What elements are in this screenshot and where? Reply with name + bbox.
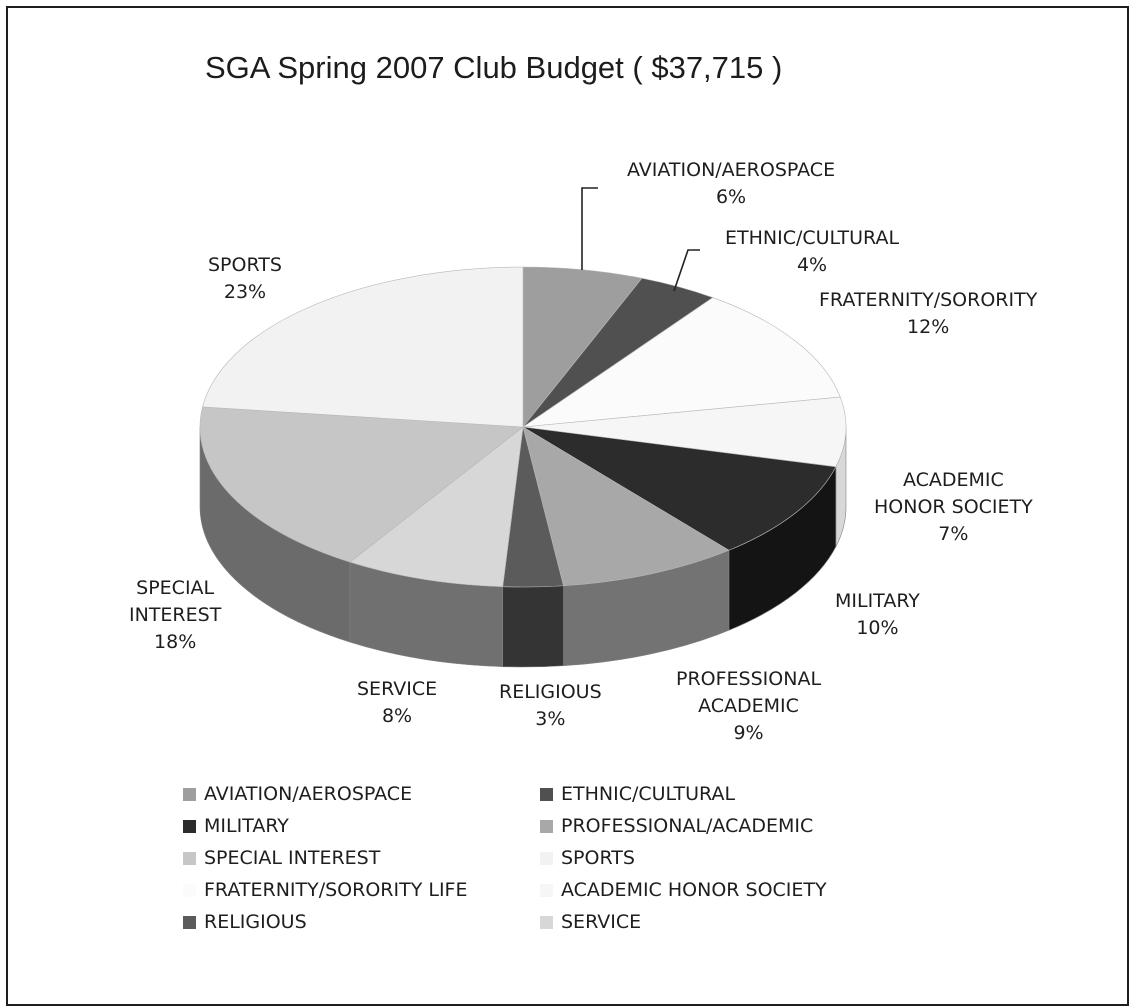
data-label-value: 12% [907,316,950,338]
legend: AVIATION/AEROSPACE ETHNIC/CULTURAL MILITAR… [183,782,943,934]
data-label-text: SPORTS [208,254,282,276]
leader-line-ethnic [673,249,700,292]
pie-slice-sports [202,266,524,428]
data-label-text: ETHNIC/CULTURAL [725,227,900,249]
legend-item-professional: PROFESSIONAL/ACADEMIC [540,814,940,838]
data-label-religious: RELIGIOUS 3% [499,679,602,733]
legend-label: SPORTS [561,847,635,869]
legend-item-service: SERVICE [540,910,940,934]
legend-item-sports: SPORTS [540,846,940,870]
leader-line-aviation [581,187,598,270]
pie-side-religious [502,585,564,668]
data-label-text: PROFESSIONAL [676,668,822,690]
data-label-text: FRATERNITY/SORORITY [819,289,1038,311]
legend-label: AVIATION/AEROSPACE [204,783,413,805]
data-label-value: 23% [223,281,267,303]
legend-swatch [540,787,553,801]
data-label-professional: PROFESSIONAL ACADEMIC 9% [676,666,821,747]
pie-slice-honor [522,396,847,468]
legend-swatch [183,883,196,897]
data-label-service: SERVICE 8% [357,676,437,730]
chart-title: SGA Spring 2007 Club Budget ( $37,715 ) [205,50,783,85]
legend-item-honor: ACADEMIC HONOR SOCIETY [540,878,940,902]
data-label-value: 10% [856,617,899,639]
data-label-text: SERVICE [357,678,438,700]
legend-swatch [540,851,553,865]
data-label-honor: ACADEMIC HONOR SOCIETY 7% [874,467,1033,548]
legend-label: PROFESSIONAL/ACADEMIC [561,815,814,837]
legend-swatch [183,851,196,865]
data-label-value: 3% [535,708,566,730]
data-label-special: SPECIAL INTEREST 18% [129,575,221,656]
legend-swatch [183,819,196,833]
data-label-value: 4% [796,254,828,276]
legend-item-fraternity: FRATERNITY/SORORITY LIFE [183,878,540,902]
legend-label: SPECIAL INTEREST [204,847,381,869]
legend-label: ETHNIC/CULTURAL [561,783,736,805]
legend-label: RELIGIOUS [204,911,307,933]
data-label-text: MILITARY [835,590,920,612]
data-label-value: 7% [938,523,969,545]
legend-label: SERVICE [561,911,642,933]
data-label-fraternity: FRATERNITY/SORORITY 12% [819,287,1037,341]
data-label-text: INTEREST [129,604,222,626]
pie-slice-military [522,426,837,551]
data-label-text: AVIATION/AEROSPACE [627,159,836,181]
data-label-text: RELIGIOUS [499,681,602,703]
legend-item-religious: RELIGIOUS [183,910,540,934]
legend-label: FRATERNITY/SORORITY LIFE [204,879,468,901]
data-label-ethnic: ETHNIC/CULTURAL 4% [725,225,899,279]
data-label-aviation: AVIATION/AEROSPACE 6% [627,157,835,211]
data-label-value: 6% [715,186,747,208]
data-label-text: ACADEMIC [902,469,1004,491]
data-label-value: 9% [733,722,764,744]
pie-slice-aviation [522,266,643,428]
legend-swatch [183,915,196,929]
legend-label: ACADEMIC HONOR SOCIETY [561,879,827,901]
data-label-sports: SPORTS 23% [208,252,282,306]
legend-label: MILITARY [204,815,289,837]
pie-slice-special [199,406,524,563]
legend-item-aviation: AVIATION/AEROSPACE [183,782,540,806]
pie-slice-service [349,426,524,587]
data-label-text: SPECIAL [136,577,215,599]
pie-slice-professional [522,426,730,587]
legend-item-military: MILITARY [183,814,540,838]
data-label-value: 8% [381,705,413,727]
data-label-text: HONOR SOCIETY [874,496,1033,518]
legend-item-special: SPECIAL INTEREST [183,846,540,870]
data-label-text: ACADEMIC [698,695,799,717]
legend-item-ethnic: ETHNIC/CULTURAL [540,782,940,806]
legend-swatch [183,787,196,801]
legend-swatch [540,883,553,897]
data-label-military: MILITARY 10% [835,588,920,642]
pie-slice-fraternity [522,297,841,428]
legend-swatch [540,915,553,929]
legend-swatch [540,819,553,833]
data-label-value: 18% [154,631,197,653]
